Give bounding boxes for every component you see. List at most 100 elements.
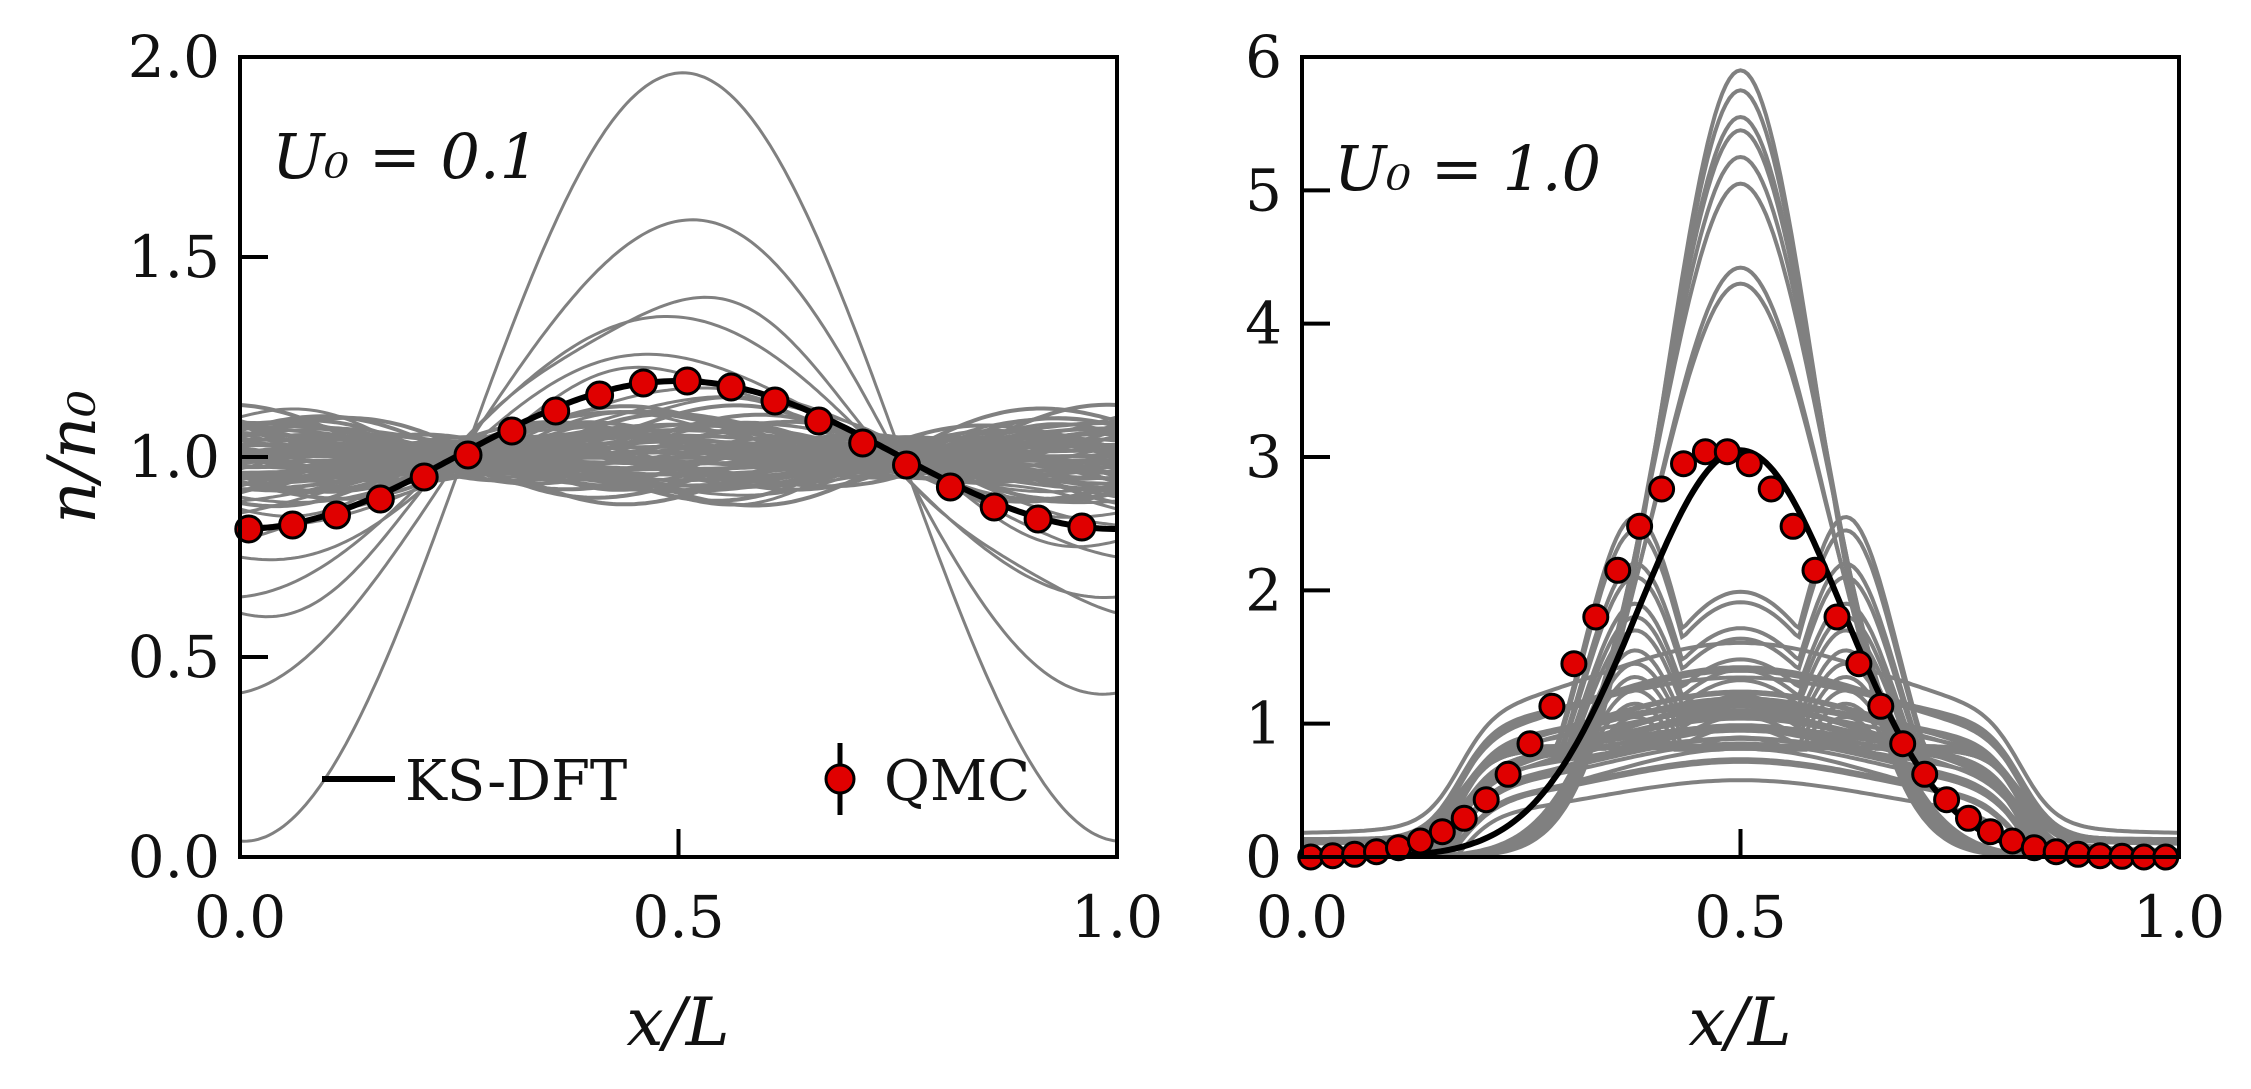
background-curve	[1302, 265, 2179, 859]
right-xlabel: x/L	[1688, 984, 1791, 1061]
qmc-point	[497, 416, 527, 446]
qmc-point	[1626, 512, 1654, 540]
qmc-point	[365, 484, 395, 514]
qmc-point	[672, 366, 702, 396]
panel-right: 0.0 0.5 1.0 0 1 2 3 4 5 6 U₀ = 1.0 x/L	[1245, 23, 2225, 1061]
qmc-point	[1933, 786, 1961, 814]
background-curve	[1302, 154, 2179, 859]
y-tick-label: 2.0	[128, 23, 220, 91]
y-tick-label: 0.0	[128, 823, 220, 891]
legend-qmc-label: QMC	[884, 749, 1030, 814]
qmc-point	[1341, 840, 1369, 868]
background-curve	[240, 433, 1117, 481]
y-tick-label: 1	[1245, 690, 1282, 758]
qmc-point	[322, 500, 351, 530]
qmc-point	[1998, 827, 2026, 855]
background-curve	[239, 420, 1118, 509]
qmc-point	[1560, 650, 1588, 678]
qmc-point	[234, 514, 264, 544]
qmc-point	[1582, 603, 1610, 631]
left-ylabel: n/n₀	[34, 390, 111, 524]
y-tick-label: 0	[1245, 823, 1282, 891]
qmc-point	[848, 428, 878, 458]
background-curve	[1302, 708, 2179, 846]
qmc-point	[760, 386, 790, 416]
x-tick-label: 0.0	[194, 883, 286, 951]
qmc-point	[1494, 760, 1522, 788]
x-tick-label: 1.0	[1071, 883, 1163, 951]
qmc-point	[278, 510, 308, 540]
background-curve	[239, 412, 1118, 502]
qmc-point	[1976, 818, 2004, 846]
y-tick-label: 1.5	[128, 223, 220, 291]
y-tick-label: 2	[1245, 556, 1282, 624]
qmc-point	[1911, 760, 1939, 788]
qmc-point	[1801, 556, 1829, 584]
qmc-point	[1779, 512, 1807, 540]
qmc-point	[628, 368, 658, 398]
qmc-point	[1406, 827, 1434, 855]
qmc-point	[1472, 786, 1500, 814]
legend-ks-dft-label: KS-DFT	[405, 749, 627, 814]
background-curve	[239, 424, 1118, 494]
background-curve	[1302, 668, 2179, 844]
qmc-point	[1955, 804, 1982, 832]
background-curve	[1302, 281, 2179, 859]
qmc-point	[716, 372, 746, 402]
x-tick-label: 1.0	[2133, 883, 2225, 951]
y-tick-label: 1.0	[128, 423, 220, 491]
qmc-point	[1604, 556, 1632, 584]
qmc-point	[2064, 840, 2092, 868]
qmc-point	[892, 450, 921, 480]
right-ks-dft-series	[1301, 447, 2180, 860]
qmc-point	[1538, 692, 1566, 720]
qmc-point	[585, 380, 615, 410]
right-ticks: 0.0 0.5 1.0 0 1 2 3 4 5 6	[1245, 23, 2225, 951]
background-curve	[1301, 665, 2180, 853]
legend-qmc-marker	[824, 763, 856, 795]
qmc-point	[1067, 512, 1097, 542]
legend: KS-DFT QMC	[322, 743, 1030, 815]
left-annotation: U₀ = 0.1	[272, 120, 539, 193]
qmc-point	[1648, 475, 1676, 503]
y-tick-label: 5	[1245, 156, 1282, 224]
qmc-point	[1845, 650, 1873, 678]
qmc-point	[1428, 818, 1456, 846]
qmc-point	[804, 406, 834, 436]
y-tick-label: 0.5	[128, 623, 220, 691]
background-curve	[1302, 691, 2179, 857]
background-curve	[240, 422, 1117, 492]
qmc-point	[1516, 730, 1544, 758]
qmc-point	[1867, 692, 1895, 720]
qmc-point	[1450, 804, 1478, 832]
qmc-point	[409, 462, 439, 492]
y-tick-label: 4	[1245, 290, 1282, 358]
qmc-point	[1023, 504, 1053, 534]
y-tick-label: 6	[1245, 23, 1282, 91]
qmc-point	[979, 492, 1009, 522]
left-ticks: 0.0 0.5 1.0 0.0 0.5 1.0 1.5 2.0	[128, 23, 1163, 951]
background-curve	[239, 218, 1118, 696]
qmc-point	[1735, 450, 1763, 478]
ks-dft-line	[1301, 447, 2180, 860]
qmc-point	[1889, 730, 1917, 758]
left-xlabel: x/L	[626, 984, 729, 1061]
qmc-point	[1670, 450, 1697, 478]
x-tick-label: 0.5	[632, 883, 724, 951]
x-tick-label: 0.5	[1694, 883, 1786, 951]
qmc-point	[1757, 475, 1785, 503]
qmc-point	[2042, 838, 2070, 866]
background-curve	[239, 71, 1118, 843]
x-tick-label: 0.0	[1256, 883, 1348, 951]
qmc-point	[1363, 838, 1390, 866]
background-curve	[1302, 696, 2179, 853]
qmc-point	[453, 440, 483, 470]
qmc-point	[541, 396, 571, 426]
y-tick-label: 3	[1245, 423, 1282, 491]
qmc-point	[935, 472, 965, 502]
background-curve	[239, 295, 1118, 619]
right-annotation: U₀ = 1.0	[1334, 132, 1601, 205]
left-qmc-series	[234, 366, 1097, 544]
panel-left: 0.0 0.5 1.0 0.0 0.5 1.0 1.5 2.0 U₀ = 0.1 x/L n/…	[34, 23, 1163, 1061]
